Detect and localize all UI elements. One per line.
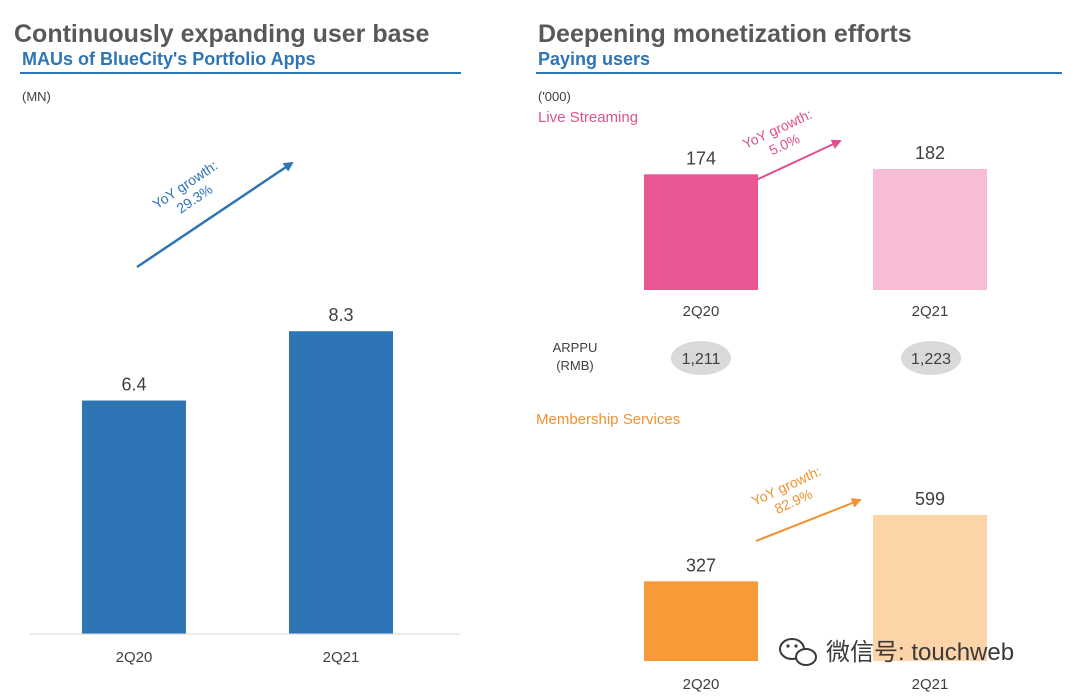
left-subtitle: MAUs of BlueCity's Portfolio Apps — [22, 49, 316, 69]
right-title: Deepening monetization efforts — [538, 20, 912, 48]
member-growth-arrow — [755, 498, 862, 542]
live-category-label-2q20: 2Q20 — [683, 303, 720, 320]
member-value-label-2q20: 327 — [686, 555, 716, 575]
arppu-2q21-value: 1,223 — [911, 351, 951, 368]
arppu-2q20-value: 1,211 — [682, 351, 721, 368]
watermark-text: 微信号: touchweb — [826, 639, 1014, 666]
mau-growth-arrow — [136, 161, 294, 269]
live-value-label-2q21: 182 — [915, 143, 945, 163]
live-growth-arrow — [755, 139, 842, 181]
mau-bar-chart: 6.4 2Q20 8.3 2Q21 — [82, 305, 393, 666]
wechat-watermark: 微信号: touchweb — [779, 638, 1014, 666]
left-unit-label: (MN) — [22, 89, 51, 104]
live-category-label-2q21: 2Q21 — [912, 303, 949, 320]
live-bar-2q20 — [644, 174, 758, 290]
arppu-label-line2: (RMB) — [556, 358, 594, 373]
live-streaming-bar-chart: 174 2Q20 182 2Q21 — [644, 143, 987, 320]
right-subtitle: Paying users — [538, 49, 650, 69]
arppu-2q21-pill — [901, 341, 961, 375]
mau-value-label-2q20: 6.4 — [121, 375, 146, 395]
live-growth-annotation: YoY growth: 5.0% — [740, 106, 814, 158]
member-value-label-2q21: 599 — [915, 489, 945, 509]
member-bar-2q21 — [873, 515, 987, 661]
member-category-label-2q20: 2Q20 — [683, 676, 720, 693]
live-value-label-2q20: 174 — [686, 148, 716, 168]
arppu-2q20-pill — [671, 341, 731, 375]
arppu-label-line1: ARPPU — [553, 340, 598, 355]
live-streaming-label: Live Streaming — [538, 109, 638, 126]
mau-category-label-2q21: 2Q21 — [323, 649, 360, 666]
mau-growth-annotation: YoY growth: 29.3% — [150, 157, 221, 216]
membership-services-label: Membership Services — [536, 411, 680, 428]
right-unit-label: ('000) — [538, 89, 571, 104]
wechat-icon — [779, 638, 817, 666]
member-bar-2q20 — [644, 581, 758, 661]
mau-bar-2q20 — [82, 400, 186, 634]
member-category-label-2q21: 2Q21 — [912, 676, 949, 693]
membership-bar-chart: 327 2Q20 599 2Q21 — [644, 489, 987, 693]
mau-category-label-2q20: 2Q20 — [116, 649, 153, 666]
left-title: Continuously expanding user base — [14, 20, 429, 48]
mau-value-label-2q21: 8.3 — [328, 305, 353, 325]
live-bar-2q21 — [873, 169, 987, 290]
mau-bar-2q21 — [289, 331, 393, 634]
member-growth-annotation: YoY growth: 82.9% — [749, 463, 823, 517]
